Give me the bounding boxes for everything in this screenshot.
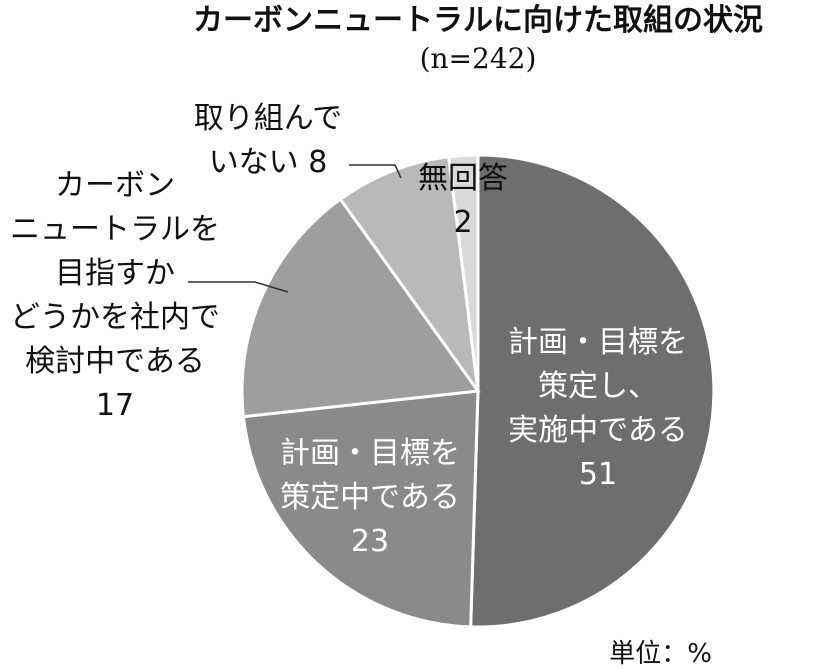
slice-label-3: 取り組んでいない 8 — [194, 101, 343, 180]
slice-label-line: ニュートラルを — [10, 212, 220, 247]
leader-lines — [188, 164, 402, 293]
slice-label-line: 目指すか — [55, 256, 175, 291]
chart-subtitle: (n=242) — [420, 42, 537, 75]
slice-value-label: 51 — [579, 457, 617, 492]
slice-label-line: 取り組んで — [194, 101, 343, 136]
slice-value-label: 2 — [453, 205, 472, 240]
slice-label-line: 計画・目標を — [280, 436, 460, 471]
slice-label-line: 検討中である — [25, 344, 205, 379]
pie-slices — [240, 153, 716, 629]
pie-slice-4 — [447, 153, 480, 392]
leader-line-0 — [349, 164, 402, 179]
slice-label-0: 計画・目標を策定し、実施中である 51 — [508, 325, 688, 492]
slice-label-line: 計画・目標を — [508, 325, 688, 360]
slice-label-line: 策定し、 — [538, 369, 658, 404]
slice-label-line: 無回答 — [418, 161, 508, 196]
slice-label-line: いない 8 — [209, 145, 328, 180]
slice-label-4: 無回答 2 — [418, 161, 508, 240]
pie-slice-1 — [241, 389, 480, 629]
pie-slice-3 — [338, 155, 480, 392]
slice-label-1: 計画・目標を策定中である 23 — [280, 436, 460, 559]
leader-line-1 — [188, 281, 289, 293]
slice-value-label: 17 — [96, 388, 134, 423]
pie-slice-0 — [469, 153, 716, 629]
chart-title: カーボンニュートラルに向けた取組の状況 — [193, 3, 763, 38]
pie-slice-2 — [240, 197, 481, 419]
slice-label-line: どうかを社内で — [10, 300, 220, 335]
slice-value-label: 23 — [351, 524, 389, 559]
slice-label-line: カーボン — [55, 168, 175, 203]
slice-label-2: カーボンニュートラルを目指すかどうかを社内で検討中である 17 — [10, 168, 220, 423]
slice-label-line: 実施中である — [508, 413, 688, 448]
unit-label: 単位：% — [609, 639, 712, 669]
slice-label-line: 策定中である — [280, 480, 460, 515]
